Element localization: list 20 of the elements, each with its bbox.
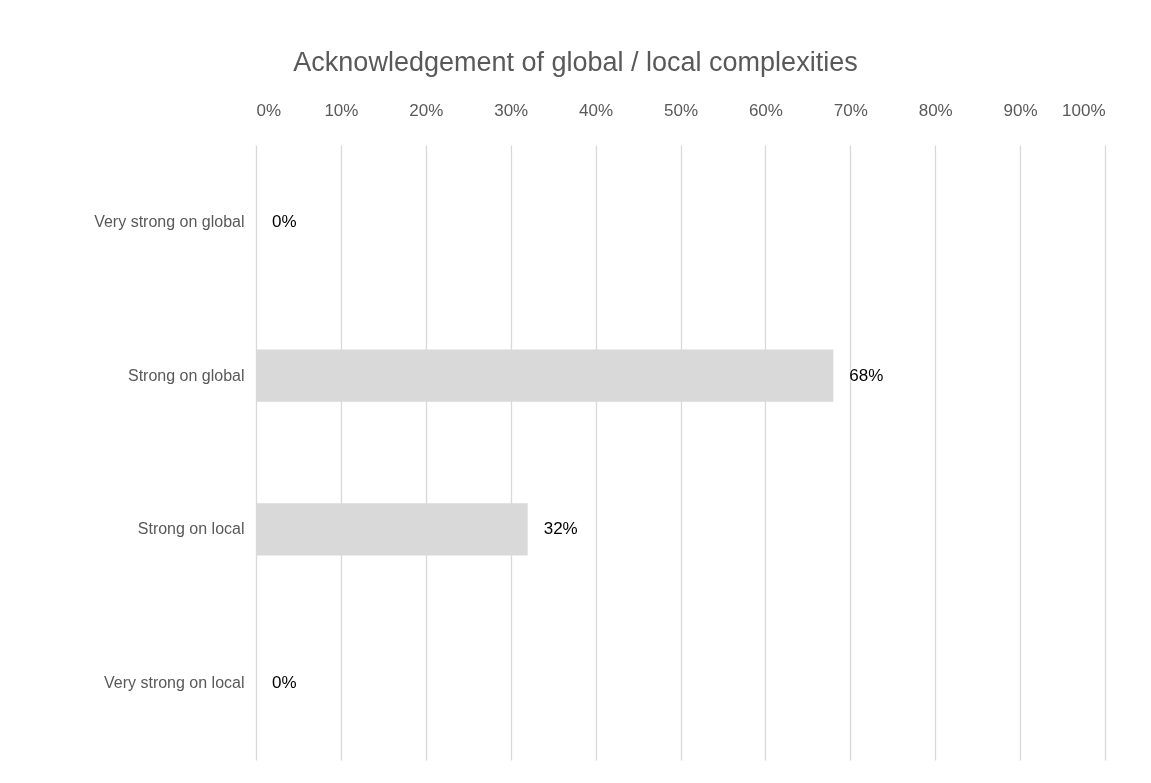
x-tick-label: 90% (1003, 100, 1038, 120)
data-label: 0% (272, 673, 297, 693)
y-tick-label: Strong on local (137, 520, 245, 538)
y-tick-label: Very strong on global (94, 212, 245, 230)
x-tick-label: 50% (663, 100, 699, 120)
x-tick-label: 60% (748, 100, 783, 120)
y-tick-label: Very strong on local (103, 674, 245, 692)
x-tick-label: 70% (833, 100, 868, 120)
x-tick-label: 10% (324, 100, 359, 120)
x-tick-label: 100% (1062, 100, 1106, 120)
data-label: 0% (272, 211, 297, 231)
data-label: 32% (543, 519, 578, 539)
chart-title: Acknowledgement of global / local complexities (293, 47, 858, 77)
data-label: 68% (849, 365, 884, 385)
x-tick-label: 30% (494, 100, 529, 120)
x-tick-label: 20% (409, 100, 444, 120)
x-tick-label: 80% (918, 100, 953, 120)
x-tick-label: 0% (256, 100, 282, 120)
y-tick-label: Strong on global (127, 366, 245, 384)
x-tick-label: 40% (579, 100, 614, 120)
